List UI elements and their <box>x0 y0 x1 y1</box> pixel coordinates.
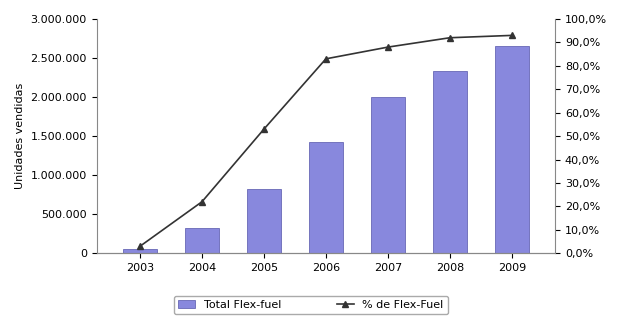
Bar <box>123 249 157 253</box>
Legend: Total Flex-fuel, % de Flex-Fuel: Total Flex-fuel, % de Flex-Fuel <box>174 296 448 315</box>
Bar <box>433 71 467 253</box>
Bar <box>185 228 219 253</box>
Bar <box>247 189 281 253</box>
Y-axis label: Unidades vendidas: Unidades vendidas <box>15 83 25 189</box>
Bar <box>494 46 529 253</box>
Bar <box>371 97 405 253</box>
Bar <box>309 142 343 253</box>
